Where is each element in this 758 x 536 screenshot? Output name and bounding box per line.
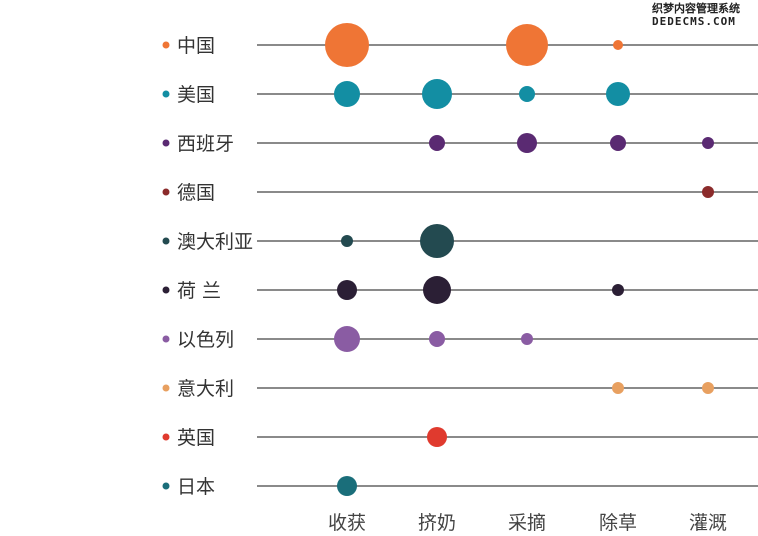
legend-dot	[162, 90, 170, 98]
data-dot	[612, 284, 624, 296]
watermark: 织梦内容管理系统 DEDECMS.COM	[652, 2, 756, 30]
legend-dot	[162, 482, 170, 490]
legend-dot	[162, 384, 170, 392]
data-dot	[423, 276, 451, 304]
data-dot	[519, 86, 535, 102]
legend-dot	[162, 433, 170, 441]
row-label: 德国	[177, 182, 215, 204]
legend-dot	[162, 41, 170, 49]
data-dot	[702, 186, 714, 198]
data-dot	[325, 23, 369, 67]
row-label: 澳大利亚	[177, 231, 253, 253]
column-label: 采摘	[508, 512, 546, 534]
column-label: 除草	[599, 512, 637, 534]
row-label: 西班牙	[177, 133, 234, 155]
data-dot	[334, 81, 360, 107]
watermark-line2: DEDECMS.COM	[652, 15, 736, 28]
data-dot	[610, 135, 626, 151]
data-dot	[606, 82, 630, 106]
data-dot	[702, 137, 714, 149]
legend-dot	[162, 237, 170, 245]
watermark-line1: 织梦内容管理系统	[652, 2, 740, 15]
data-dot	[341, 235, 353, 247]
row-label: 意大利	[177, 378, 234, 400]
data-dot	[517, 133, 537, 153]
data-dot	[506, 24, 548, 66]
row-label: 美国	[177, 84, 215, 106]
legend-dot	[162, 286, 170, 294]
column-label: 挤奶	[418, 512, 456, 534]
data-dot	[521, 333, 533, 345]
legend-dot	[162, 335, 170, 343]
data-dot	[612, 382, 624, 394]
row-label: 以色列	[177, 329, 234, 351]
data-dot	[337, 476, 357, 496]
row-label: 日本	[177, 476, 215, 498]
legend-dot	[162, 188, 170, 196]
data-dot	[702, 382, 714, 394]
data-dot	[337, 280, 357, 300]
row-label: 荷 兰	[177, 280, 221, 302]
legend-dot	[162, 139, 170, 147]
column-label: 灌溉	[689, 512, 727, 534]
data-dot	[429, 135, 445, 151]
row-label: 中国	[177, 35, 215, 57]
data-dot	[334, 326, 360, 352]
row-label: 英国	[177, 427, 215, 449]
data-dot	[427, 427, 447, 447]
data-dot	[613, 40, 623, 50]
data-dot	[429, 331, 445, 347]
data-dot	[422, 79, 452, 109]
data-dot	[420, 224, 454, 258]
column-label: 收获	[328, 512, 366, 534]
